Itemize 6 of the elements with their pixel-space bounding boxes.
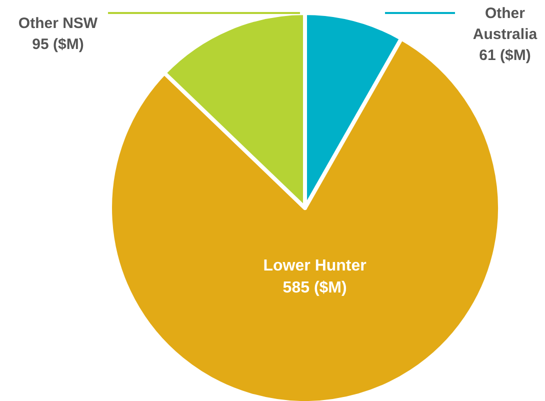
slice-label: Other Australia bbox=[472, 5, 538, 43]
slice-label: Other NSW bbox=[18, 15, 98, 32]
slice-label: Lower Hunter bbox=[263, 258, 366, 275]
data-label: 585 ($M) bbox=[282, 280, 347, 297]
data-label: 95 ($M) bbox=[32, 36, 84, 53]
data-label: 61 ($M) bbox=[479, 47, 531, 64]
